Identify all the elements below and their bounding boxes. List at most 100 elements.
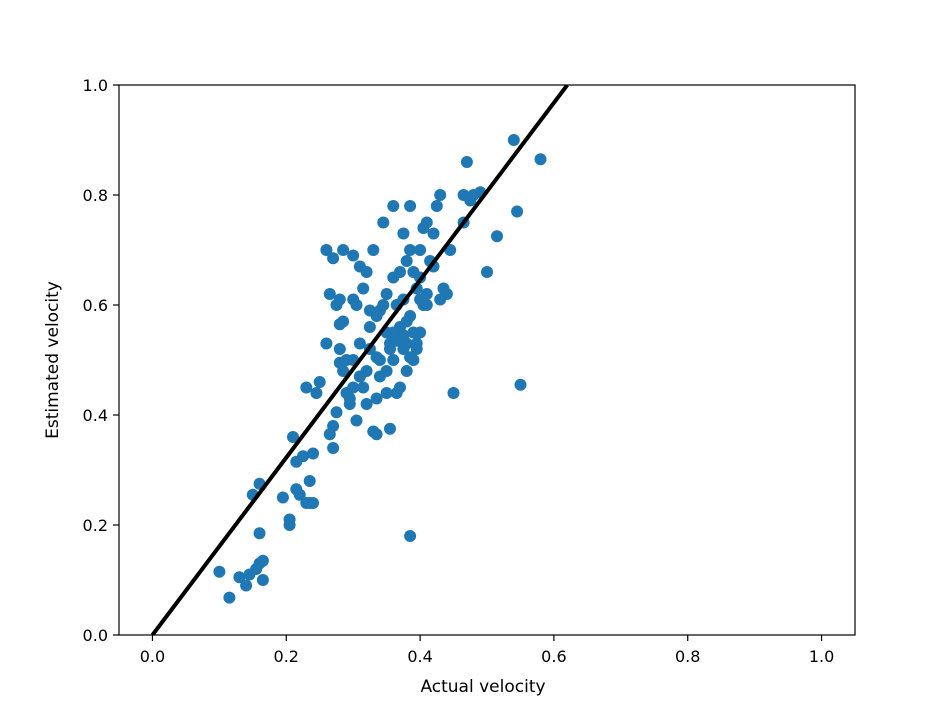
data-point [380,288,393,300]
data-point [414,326,427,339]
data-point [430,200,443,212]
y-axis-label: Estimated velocity [43,281,63,439]
data-point [333,293,346,306]
data-point [384,343,396,355]
x-tick-label: 1.0 [809,647,834,666]
data-point [287,431,299,443]
data-point [337,244,350,256]
data-point [360,365,373,377]
data-point [350,414,363,427]
data-point [511,205,524,218]
x-axis-ticks: 0.0 0.2 0.4 0.6 0.8 1.0 [140,635,834,666]
data-point [400,255,413,267]
data-point [240,579,253,592]
data-point [283,519,296,531]
data-point [256,554,269,567]
data-point [293,488,306,501]
data-point [370,428,383,441]
data-point [256,574,269,586]
y-tick-label: 1.0 [83,76,108,95]
data-point [440,288,453,300]
x-tick-label: 0.2 [274,647,299,666]
y-tick-label: 0.6 [83,296,108,315]
data-point [414,244,427,256]
data-point [534,153,547,166]
data-point [387,354,400,366]
data-point [410,337,423,350]
x-tick-label: 0.0 [140,647,165,666]
y-tick-label: 0.2 [83,516,108,535]
data-point [253,527,266,540]
data-point [350,299,363,311]
plot-area [150,85,569,635]
data-point [397,329,410,342]
data-point [394,266,406,278]
data-point [313,376,326,388]
data-point [414,293,427,306]
data-point [337,315,350,328]
data-point [404,244,417,256]
data-point [347,249,360,262]
x-axis-label: Actual velocity [420,677,545,697]
data-point [460,156,473,168]
y-axis-ticks: 0.0 0.2 0.4 0.6 0.8 1.0 [83,76,119,645]
data-point [337,365,350,377]
data-point [447,387,460,399]
data-point [307,497,319,509]
data-point [384,422,396,435]
data-point [327,252,340,265]
data-point [367,244,380,256]
data-point [357,381,370,394]
data-point [276,491,289,504]
y-tick-label: 0.0 [83,626,108,645]
data-point [380,387,393,399]
x-tick-label: 0.8 [675,647,700,666]
data-point [357,282,370,295]
data-point [514,378,527,391]
data-point [400,315,413,328]
data-point [404,530,417,542]
data-point [507,134,520,146]
data-point [397,227,410,240]
data-point [323,288,336,300]
data-point [394,381,406,394]
data-point [481,266,493,278]
data-point [233,571,246,584]
x-tick-label: 0.4 [407,647,432,666]
data-point [434,189,447,201]
data-point [377,216,390,229]
data-point [297,450,309,463]
data-point [427,227,440,240]
axes-frame [118,84,856,636]
x-tick-label: 0.6 [541,647,566,666]
data-point [400,365,413,377]
fit-line [150,85,569,635]
y-tick-label: 0.4 [83,406,108,425]
data-point [330,406,343,419]
data-point [387,326,400,339]
data-point [300,381,313,394]
data-point [377,299,390,311]
data-point [320,244,333,256]
data-point [404,351,417,364]
data-point [343,392,356,405]
data-point [320,337,333,350]
data-point [387,200,400,212]
data-point [303,475,316,487]
data-point [373,354,386,366]
data-point [360,266,373,278]
data-point [353,337,366,350]
data-point [347,381,360,394]
data-point [370,392,383,405]
data-point [310,387,323,399]
data-point [213,565,226,578]
data-point [323,428,336,441]
data-point [420,216,433,229]
data-point [404,200,417,212]
data-point [491,230,503,243]
data-point [380,365,393,377]
data-point [223,591,236,604]
data-point [363,321,376,333]
